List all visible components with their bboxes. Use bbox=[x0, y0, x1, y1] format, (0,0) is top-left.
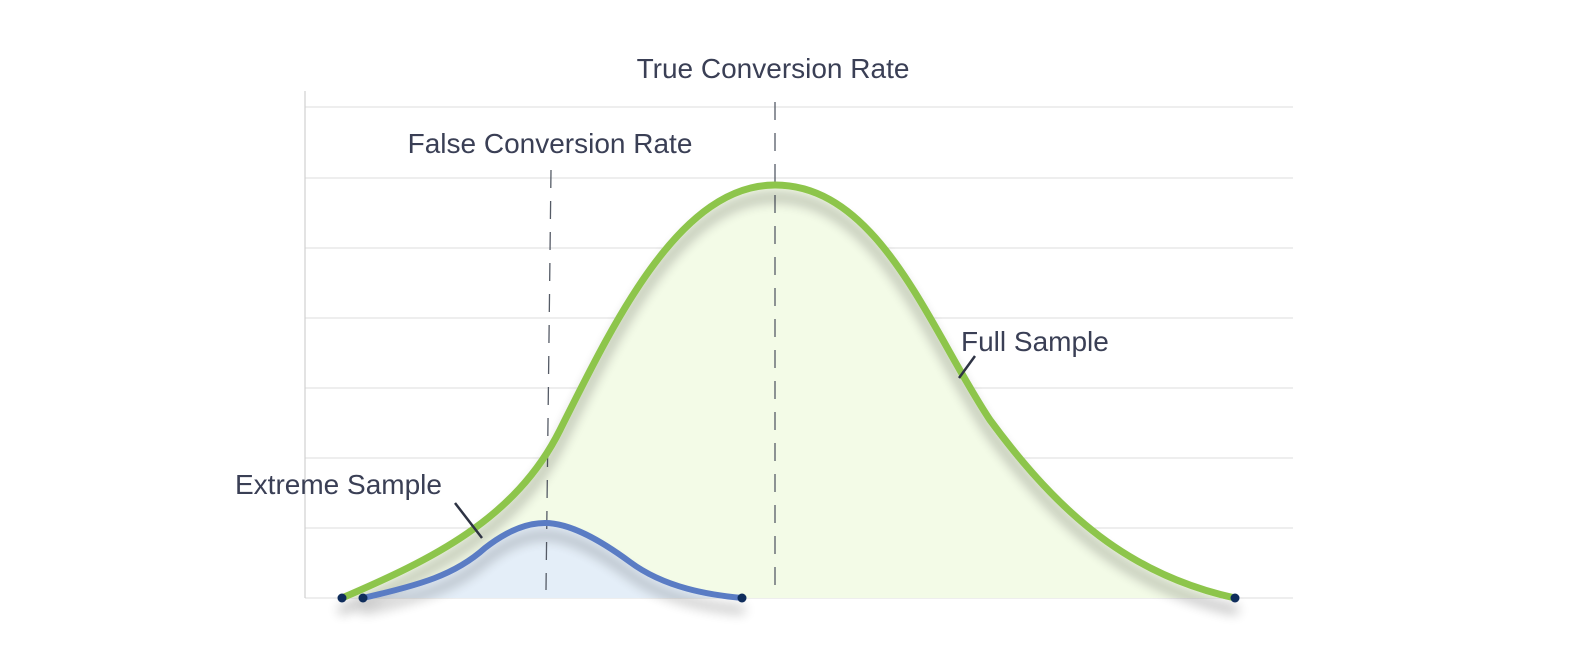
extreme-sample-label: Extreme Sample bbox=[235, 469, 442, 500]
extreme-sample-end-point bbox=[737, 593, 747, 603]
full-sample-curve bbox=[338, 181, 1239, 602]
false-rate-marker-line bbox=[545, 169, 552, 591]
extreme-sample-curve bbox=[360, 519, 745, 601]
extreme-sample-start-point bbox=[358, 593, 368, 603]
true-rate-label: True Conversion Rate bbox=[637, 53, 910, 84]
extreme-sample-area bbox=[363, 523, 742, 598]
full-sample-start-point bbox=[337, 593, 347, 603]
false-rate-label: False Conversion Rate bbox=[408, 128, 693, 159]
full-sample-end-point bbox=[1230, 593, 1240, 603]
extreme-sample-leader bbox=[454, 502, 483, 539]
full-sample-label: Full Sample bbox=[961, 326, 1109, 357]
full-sample-leader bbox=[957, 355, 977, 379]
full-sample-area bbox=[342, 185, 1235, 598]
